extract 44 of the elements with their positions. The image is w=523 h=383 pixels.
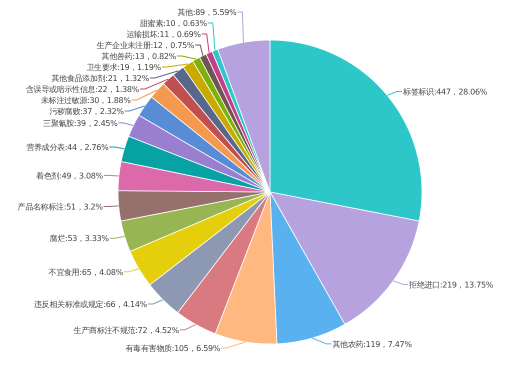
data-label: :22，1.38% xyxy=(95,85,140,94)
slice-label: 含误导或暗示性信息 xyxy=(26,85,96,94)
data-label: :44，2.76% xyxy=(64,142,110,152)
slice-label: 污秽腐败 xyxy=(49,107,80,116)
data-label: :11，0.69% xyxy=(157,30,202,39)
slice-label: 生产企业未注册 xyxy=(96,41,151,50)
slice-label: 不宜食用 xyxy=(48,268,80,277)
slice-label: 运输损坏 xyxy=(126,30,158,39)
data-label: :10，0.63% xyxy=(163,19,208,28)
data-label: :72，4.52% xyxy=(135,326,180,335)
data-label: :12，0.75% xyxy=(150,41,195,50)
slice-label: 违反相关标准或规定 xyxy=(34,300,104,309)
slice-label: 腐烂 xyxy=(50,234,66,244)
data-label: :53，3.33% xyxy=(65,234,110,244)
slice-label: 产品名称标注 xyxy=(18,202,64,212)
slice-label: 其他食品添加剂 xyxy=(51,74,106,83)
slice-label: 拒绝进口 xyxy=(408,280,440,290)
data-label: :19，1.19% xyxy=(117,63,162,72)
slice-label: 生产商标注不规范 xyxy=(74,326,136,335)
data-label: :219，13.75% xyxy=(440,280,494,290)
data-label: :447，28.06% xyxy=(434,88,488,97)
data-label: :13，0.82% xyxy=(132,52,177,61)
data-label: :49，3.08% xyxy=(59,171,104,180)
slice-label: 营养成分表 xyxy=(26,142,66,152)
slice-label: 其他 xyxy=(177,8,194,17)
slice-label: 有毒有害物质 xyxy=(126,344,172,353)
data-label: :119，7.47% xyxy=(363,340,412,349)
data-label: :21，1.32% xyxy=(105,74,150,83)
data-label: :66，4.14% xyxy=(103,300,148,309)
data-label: :37，2.32% xyxy=(80,107,124,116)
slice-label: 其他农药 xyxy=(332,340,364,349)
data-label: :65，4.08% xyxy=(79,268,124,277)
slice-label: 三聚氰胺 xyxy=(43,118,74,128)
slice-label: 着色剂 xyxy=(36,171,60,180)
data-label: :51，3.2% xyxy=(64,202,104,212)
data-label: :89，5.59% xyxy=(192,8,238,17)
data-label: :30，1.88% xyxy=(87,96,132,105)
data-label: :105，6.59% xyxy=(172,344,221,353)
slice-label: 甜蜜素 xyxy=(140,19,164,28)
slice-label: 卫生要求 xyxy=(86,63,118,72)
slice-label: 其他兽药 xyxy=(102,52,133,61)
slice-label: 标签标识 xyxy=(402,88,434,97)
slice-label: 未标注过敏源 xyxy=(40,96,88,105)
data-label: :39，2.45% xyxy=(74,118,118,128)
